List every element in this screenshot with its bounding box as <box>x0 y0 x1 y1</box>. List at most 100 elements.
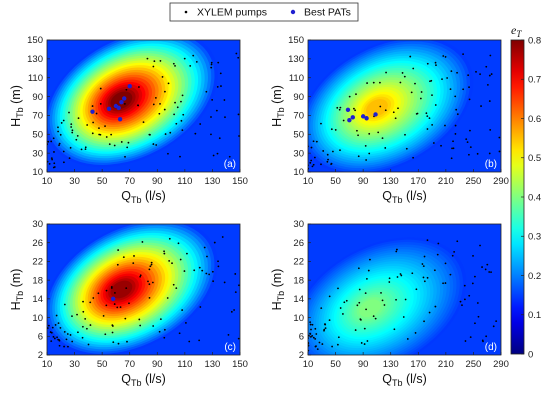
x-tick-label: 290 <box>493 359 509 370</box>
y-tick-label: 22 <box>293 257 304 268</box>
panel-tag: (d) <box>485 342 497 353</box>
x-tick-label: 170 <box>410 176 426 187</box>
x-tick-label: 90 <box>358 176 369 187</box>
y-tick-label: 30 <box>293 219 304 230</box>
x-tick-label: 290 <box>493 176 509 187</box>
panel-tag: (c) <box>224 342 236 353</box>
x-tick-label: 70 <box>124 359 135 370</box>
x-tick-label: 70 <box>124 176 135 187</box>
y-tick-label: 22 <box>32 257 43 268</box>
best-pat-point <box>116 105 121 111</box>
colorbar-tick-label: 0.7 <box>528 75 541 86</box>
y-tick-label: 6 <box>299 331 304 342</box>
x-tick-label: 90 <box>358 359 369 370</box>
x-tick-label: 150 <box>232 359 248 370</box>
y-tick-label: 50 <box>32 129 43 140</box>
y-axis-label: HTb (m) <box>270 85 286 127</box>
axes-frame <box>46 223 241 356</box>
axes-frame <box>46 39 241 173</box>
panels: 10 30 50 70 90 110 130 150 10 30 50 70 90 110 130 150 QT… <box>9 35 509 388</box>
legend-label-best-pats: Best PATs <box>304 7 351 19</box>
colorbar-tick-label: 0.8 <box>528 35 541 46</box>
colorbar-title: eT <box>511 23 522 39</box>
heatmap-field <box>308 40 501 172</box>
legend-marker-best-pats <box>290 9 296 15</box>
x-axis-label: QTb (l/s) <box>121 372 166 388</box>
y-tick-label: 50 <box>293 129 304 140</box>
legend: XYLEM pumps Best PATs <box>169 2 359 22</box>
panel-tag: (a) <box>224 159 236 170</box>
x-tick-label: 10 <box>303 176 314 187</box>
y-tick-label: 70 <box>32 111 43 122</box>
best-pat-point <box>90 109 95 114</box>
x-tick-label: 10 <box>42 359 53 370</box>
best-pat-point <box>106 106 112 112</box>
axes-frame <box>307 223 502 356</box>
y-tick-label: 10 <box>293 313 304 324</box>
legend-marker-xylem <box>184 10 188 14</box>
x-tick-label: 150 <box>232 176 248 187</box>
heatmap-field <box>47 224 240 355</box>
x-tick-label: 250 <box>465 176 481 187</box>
y-tick-label: 130 <box>288 54 304 65</box>
best-pat-point <box>347 117 352 123</box>
y-axis-label: HTb (m) <box>9 269 25 311</box>
panel-b: 10 50 90 130 170 210 250 290 10 30 50 70 90 110 130 150… <box>270 35 509 205</box>
x-tick-label: 110 <box>177 176 192 187</box>
x-axis-label: QTb (l/s) <box>121 189 166 205</box>
heatmap-field <box>308 224 501 355</box>
best-pat-point <box>122 96 127 101</box>
axes-frame <box>307 39 502 173</box>
x-tick-label: 170 <box>410 359 426 370</box>
y-tick-label: 90 <box>293 92 304 103</box>
colorbar-tick-label: 0.2 <box>528 271 541 282</box>
x-tick-label: 90 <box>152 359 163 370</box>
colorbar-tick-label: 0.1 <box>528 310 541 321</box>
colorbar-tick-label: 0.4 <box>528 192 541 203</box>
y-tick-label: 14 <box>293 294 304 305</box>
y-axis-label: HTb (m) <box>270 269 286 311</box>
y-tick-label: 18 <box>32 275 43 286</box>
legend-box <box>169 2 359 22</box>
y-tick-label: 130 <box>27 54 43 65</box>
best-pat-point <box>373 112 378 117</box>
x-tick-label: 50 <box>330 176 341 187</box>
y-tick-label: 90 <box>32 92 43 103</box>
x-tick-label: 30 <box>69 176 80 187</box>
y-tick-label: 10 <box>32 313 43 324</box>
y-tick-label: 30 <box>32 219 43 230</box>
y-tick-label: 2 <box>299 350 304 361</box>
xylem-pump-markers <box>308 239 498 352</box>
y-tick-label: 110 <box>28 73 43 84</box>
panel-tag: (b) <box>485 159 497 170</box>
y-tick-label: 10 <box>293 167 304 178</box>
y-tick-label: 26 <box>32 238 43 249</box>
colorbar-tick-label: 0.6 <box>528 114 541 125</box>
legend-label-xylem: XYLEM pumps <box>197 7 267 19</box>
colorbar-tick-label: 0.3 <box>528 232 541 243</box>
heatmap-field <box>47 40 240 172</box>
x-tick-label: 110 <box>177 359 192 370</box>
y-tick-label: 26 <box>293 238 304 249</box>
best-pat-point <box>350 115 356 120</box>
y-tick-label: 18 <box>293 275 304 286</box>
y-tick-label: 6 <box>38 331 43 342</box>
x-axis-label: QTb (l/s) <box>382 189 427 205</box>
x-tick-label: 130 <box>383 359 399 370</box>
x-tick-label: 10 <box>42 176 53 187</box>
x-tick-label: 130 <box>204 359 220 370</box>
x-tick-label: 210 <box>438 359 454 370</box>
y-tick-label: 10 <box>32 167 43 178</box>
x-tick-label: 10 <box>303 359 314 370</box>
x-tick-label: 50 <box>97 359 108 370</box>
best-pat-point <box>119 100 124 105</box>
best-pat-point <box>117 117 123 122</box>
x-tick-label: 130 <box>204 176 220 187</box>
y-tick-label: 150 <box>288 35 304 46</box>
xylem-pump-markers <box>47 52 240 169</box>
panel-a: 10 30 50 70 90 110 130 150 10 30 50 70 90 110 130 150 QT… <box>9 35 248 205</box>
x-tick-label: 90 <box>152 176 163 187</box>
